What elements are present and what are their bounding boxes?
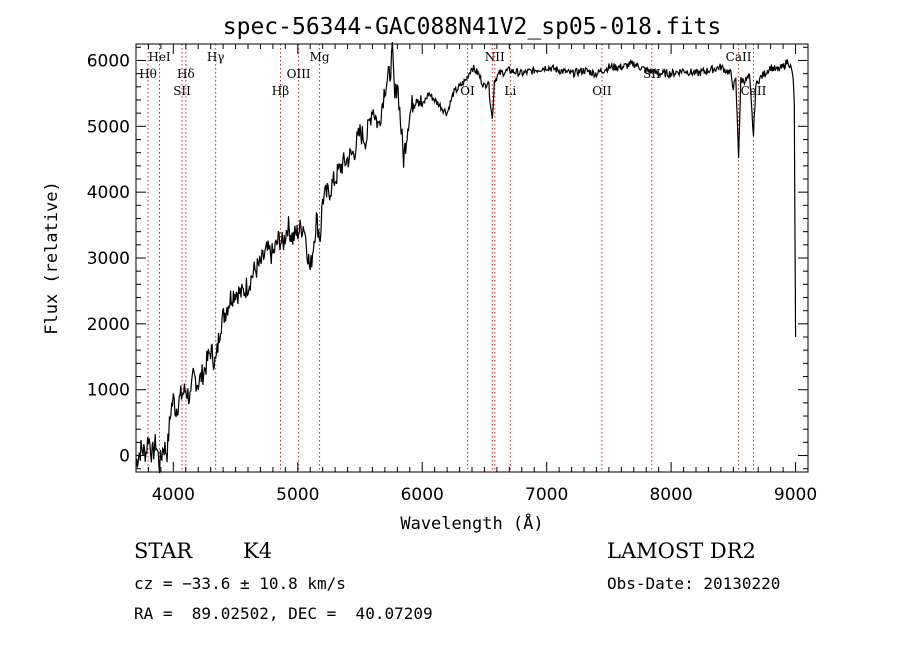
obs-date: Obs-Date: 20130220 <box>607 574 781 593</box>
line-marker-label: Li <box>504 84 516 98</box>
line-marker-label: SII <box>173 84 191 98</box>
line-marker-label: OIII <box>287 67 311 81</box>
line-marker-label: OII <box>592 84 612 98</box>
y-tick-label: 0 <box>119 447 130 467</box>
x-tick-label: 8000 <box>649 485 692 505</box>
y-tick-label: 2000 <box>87 315 130 335</box>
line-marker-label: Hδ <box>177 67 195 81</box>
line-marker-label: OI <box>460 84 475 98</box>
spectrum-line <box>135 42 797 474</box>
object-class: STAR <box>134 539 193 563</box>
line-marker-label: Hβ <box>272 84 289 98</box>
y-tick-label: 6000 <box>87 51 130 71</box>
y-tick-label: 5000 <box>87 117 130 137</box>
coordinates: RA = 89.02502, DEC = 40.07209 <box>134 604 433 623</box>
y-tick-label: 4000 <box>87 183 130 203</box>
plot-frame <box>135 43 809 473</box>
line-marker-label: Hθ <box>139 67 157 81</box>
line-marker-label: CaII <box>741 84 767 98</box>
y-tick-label: 1000 <box>87 381 130 401</box>
x-tick-label: 5000 <box>276 485 319 505</box>
chart-title: spec-56344-GAC088N41V2_sp05-018.fits <box>223 14 722 40</box>
y-axis-label: Flux (relative) <box>42 181 62 335</box>
redshift-text: cz = −33.6 ± 10.8 km/s <box>134 574 346 593</box>
object-subclass: K4 <box>243 539 273 563</box>
survey-name: LAMOST DR2 <box>607 539 756 563</box>
axes: 4000 5000 6000 7000 8000 9000 0 1000 2000 3000 400… <box>87 43 817 505</box>
line-marker-label: NII <box>485 50 505 64</box>
line-marker-label: Hγ <box>207 50 225 64</box>
x-tick-label: 7000 <box>525 485 568 505</box>
line-marker-label: CaII <box>726 50 752 64</box>
x-tick-label: 6000 <box>401 485 444 505</box>
line-marker-label: HeI <box>148 50 171 64</box>
y-tick-label: 3000 <box>87 249 130 269</box>
x-tick-label: 4000 <box>152 485 195 505</box>
line-marker-label: Mg <box>310 50 330 64</box>
x-tick-label: 9000 <box>774 485 817 505</box>
x-axis-label: Wavelength (Å) <box>400 512 543 534</box>
